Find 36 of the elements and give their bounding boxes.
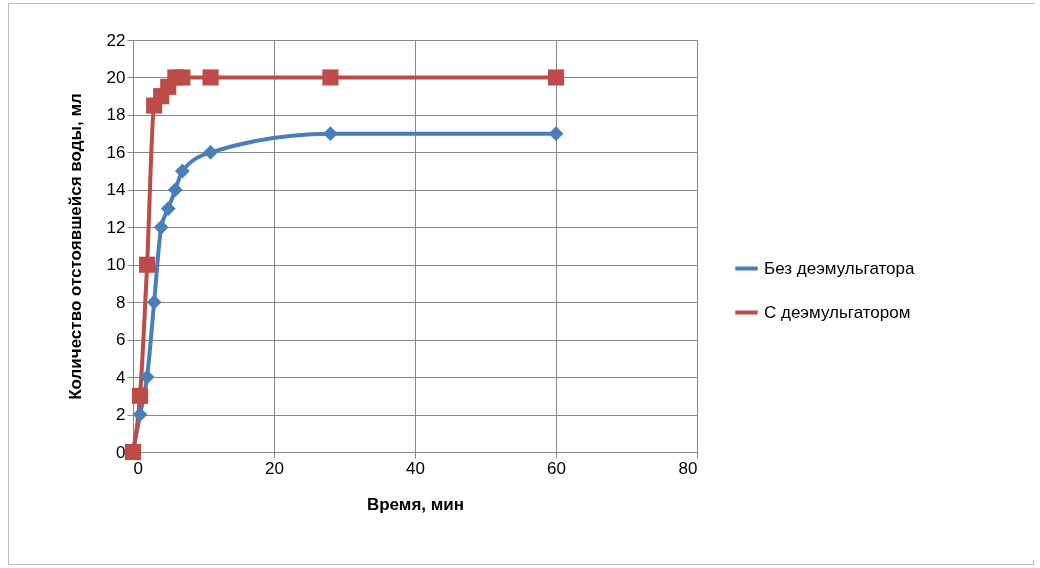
point (131, 387, 149, 404)
y-tick-label: 16 (106, 142, 126, 162)
y-tick-label: 22 (106, 30, 126, 50)
y-tick-label: 4 (116, 367, 126, 387)
x-axis-title: Время, мин (366, 494, 465, 514)
x-tick-label: 60 (547, 458, 566, 478)
point (203, 144, 218, 160)
point (202, 69, 219, 86)
point (160, 201, 176, 216)
y-tick-label: 0 (116, 442, 126, 462)
x-tick-label: 80 (678, 458, 698, 478)
point (174, 69, 191, 86)
point (146, 294, 162, 310)
point (547, 69, 565, 86)
y-axis-title: Количество отстоявшейся воды, мл (65, 93, 85, 400)
x-tick-label: 40 (406, 458, 425, 478)
y-tick-label: 8 (116, 292, 126, 312)
point (153, 219, 169, 235)
y-tick-label: 18 (106, 105, 126, 125)
y-tick-label: 10 (106, 255, 126, 275)
point (548, 126, 564, 142)
y-tick-label: 20 (106, 67, 126, 87)
point (322, 126, 338, 142)
point (322, 69, 339, 86)
legend-label: С деэмульгатором (764, 302, 911, 322)
point (139, 369, 155, 385)
point (167, 182, 183, 198)
point (139, 256, 156, 273)
y-tick-label: 6 (116, 330, 126, 350)
legend-label: Без деэмульгатора (764, 258, 915, 278)
x-tick-label: 20 (265, 458, 284, 478)
y-tick-label: 14 (106, 180, 126, 200)
x-tick-label: 0 (133, 458, 143, 478)
y-tick-label: 12 (106, 217, 126, 237)
point (174, 163, 190, 179)
y-tick-label: 2 (116, 405, 126, 425)
